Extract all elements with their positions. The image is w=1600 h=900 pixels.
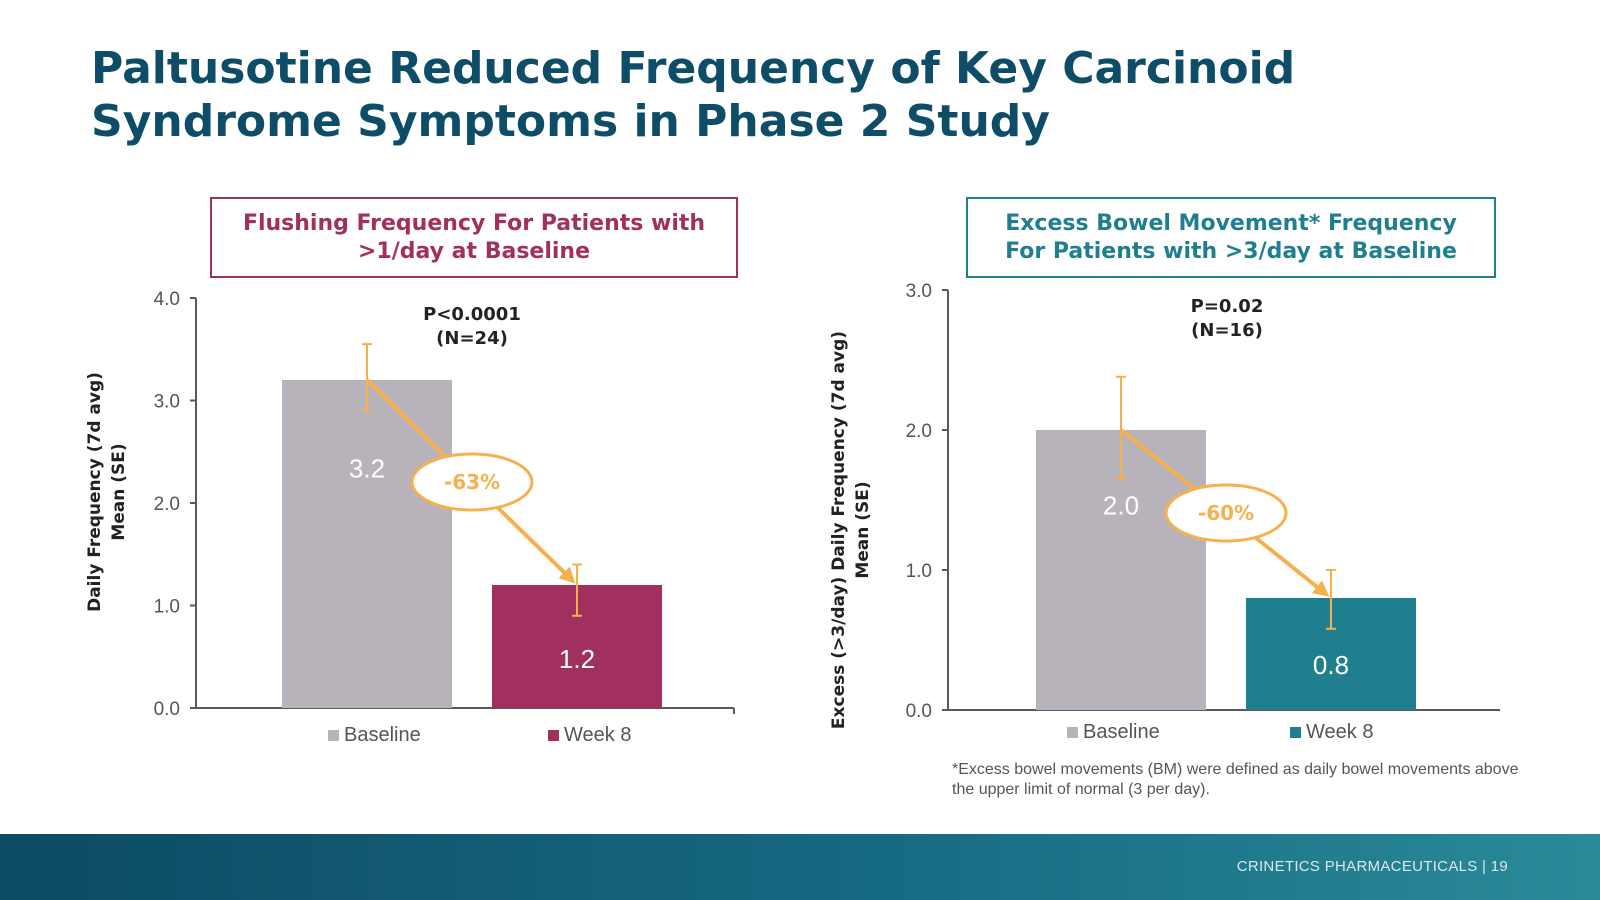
flushing-chart-title-line1: Flushing Frequency For Patients with	[242, 210, 706, 236]
footer-company: CRINETICS PHARMACEUTICALS	[1236, 858, 1478, 875]
flushing-chart-title-line2: >1/day at Baseline	[357, 238, 590, 264]
flushing-y-tick-label: 0.0	[154, 699, 180, 720]
bowel-reduction-label: -60%	[1198, 501, 1254, 525]
flushing-frequency-chart: 0.0 1.0 2.0 3.0 4.0 Daily Frequency (7d avg) M…	[85, 289, 735, 746]
flushing-legend-label-week8: Week 8	[564, 724, 631, 746]
bowel-legend-swatch-week8	[1290, 727, 1301, 738]
flushing-legend-swatch-week8	[548, 730, 559, 741]
bowel-legend-swatch-baseline	[1067, 727, 1078, 738]
bowel-reduction-arrowhead	[1311, 580, 1330, 597]
flushing-reduction-label: -63%	[444, 470, 500, 494]
footer-page-number: | 19	[1482, 858, 1508, 875]
bowel-sample-size: (N=16)	[1191, 320, 1263, 341]
flushing-chart-title: Flushing Frequency For Patients with >1/…	[210, 197, 738, 278]
slide-title: Paltusotine Reduced Frequency of Key Car…	[91, 42, 1511, 148]
bowel-legend-label-baseline: Baseline	[1083, 721, 1160, 743]
bowel-y-tick-label: 1.0	[906, 561, 932, 582]
footer-bar: CRINETICS PHARMACEUTICALS | 19	[0, 834, 1600, 900]
bowel-y-tick-label: 2.0	[906, 421, 932, 442]
flushing-y-tick-label: 1.0	[154, 597, 180, 618]
bowel-chart-title-line1: Excess Bowel Movement* Frequency	[1005, 210, 1457, 236]
bowel-bar-data-label: 2.0	[1103, 491, 1139, 521]
flushing-sample-size: (N=24)	[436, 328, 508, 349]
flushing-bar-baseline	[282, 380, 452, 708]
flushing-y-tick-label: 2.0	[154, 494, 180, 515]
bowel-bar-data-label: 0.8	[1313, 650, 1349, 680]
flushing-y-axis-label-line2: Mean (SE)	[109, 443, 129, 540]
slide-title-line1: Paltusotine Reduced Frequency of Key Car…	[91, 43, 1296, 94]
bowel-p-value: P=0.02	[1191, 296, 1264, 317]
flushing-p-value: P<0.0001	[423, 304, 521, 325]
flushing-y-tick-label: 3.0	[154, 392, 180, 413]
flushing-bar-data-label: 1.2	[559, 644, 595, 674]
flushing-y-axis-label-line1: Daily Frequency (7d avg)	[85, 372, 105, 612]
flushing-reduction-bubble	[410, 452, 534, 512]
bowel-reduction-bubble	[1164, 483, 1288, 543]
footer-text: CRINETICS PHARMACEUTICALS | 19	[1237, 858, 1508, 875]
flushing-reduction-arrowhead	[558, 566, 576, 584]
bowel-chart-title: Excess Bowel Movement* Frequency For Pat…	[966, 197, 1496, 278]
bowel-y-tick-label: 0.0	[906, 701, 932, 722]
flushing-bar-data-label: 3.2	[349, 454, 385, 484]
bowel-chart-title-line2: For Patients with >3/day at Baseline	[1005, 238, 1457, 264]
bowel-y-axis-label-line1: Excess (>3/day) Daily Frequency (7d avg)	[829, 331, 849, 729]
footnote: *Excess bowel movements (BM) were define…	[952, 761, 1519, 798]
bowel-legend-label-week8: Week 8	[1306, 721, 1373, 743]
flushing-y-tick-label: 4.0	[154, 289, 180, 310]
bowel-y-tick-label: 3.0	[906, 281, 932, 302]
bowel-y-axis-label-line2: Mean (SE)	[853, 481, 873, 578]
flushing-legend-label-baseline: Baseline	[344, 724, 421, 746]
slide-title-line2: Syndrome Symptoms in Phase 2 Study	[91, 96, 1050, 147]
bowel-movement-chart: 0.0 1.0 2.0 3.0 Excess (>3/day) Daily Freque…	[829, 281, 1500, 743]
flushing-legend-swatch-baseline	[328, 730, 339, 741]
